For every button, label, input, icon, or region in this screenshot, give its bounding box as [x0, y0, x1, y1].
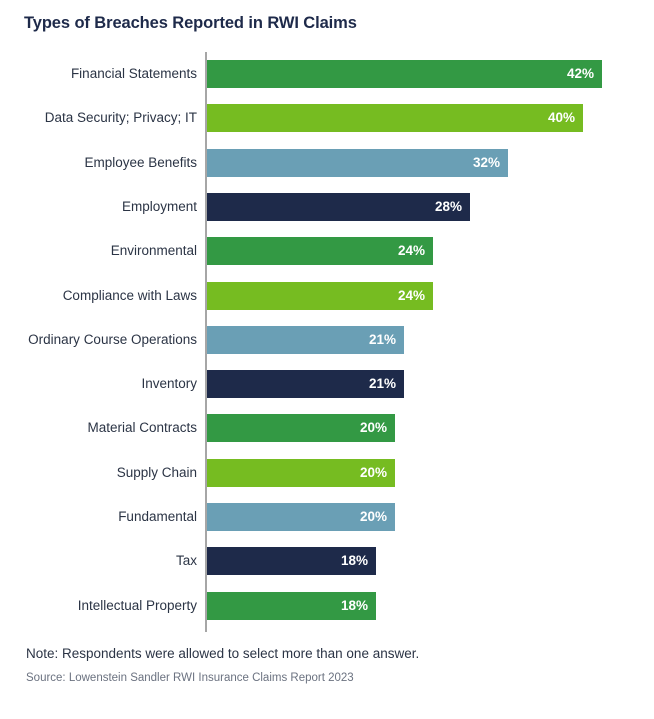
category-label: Material Contracts — [87, 420, 197, 436]
y-axis-line — [205, 52, 207, 632]
category-label: Environmental — [110, 243, 197, 259]
bar-row: Ordinary Course Operations 21% — [0, 325, 654, 354]
category-label: Intellectual Property — [77, 597, 197, 613]
category-label: Inventory — [141, 376, 197, 392]
bar-value-label: 40% — [547, 110, 575, 126]
bar-value-label: 32% — [472, 154, 500, 170]
bar-value-label: 28% — [434, 198, 462, 214]
category-label: Supply Chain — [116, 464, 197, 480]
category-label: Compliance with Laws — [62, 287, 197, 303]
category-label: Fundamental — [118, 509, 197, 524]
bar-row: Supply Chain 20% — [0, 458, 654, 487]
bar-value-label: 24% — [397, 243, 425, 259]
bar-value-label: 18% — [340, 553, 368, 569]
bar-row: Environmental 24% — [0, 237, 654, 266]
bar: 32% — [207, 148, 508, 177]
category-label: Data Security; Privacy; IT — [44, 110, 197, 126]
category-label: Employee Benefits — [84, 154, 197, 170]
bar-row: Employment 28% — [0, 192, 654, 221]
bar-value-label: 21% — [368, 376, 396, 392]
bar-value-label: 24% — [397, 287, 425, 303]
bar: 21% — [207, 370, 404, 399]
bar: 20% — [207, 503, 395, 531]
bar: 18% — [207, 591, 376, 620]
bar: 24% — [207, 281, 433, 310]
bar: 40% — [207, 104, 583, 133]
chart-title: Types of Breaches Reported in RWI Claims — [24, 14, 357, 32]
bar: 18% — [207, 547, 376, 576]
bar-value-label: 18% — [340, 597, 368, 613]
bar-row: Tax 18% — [0, 547, 654, 576]
category-label: Ordinary Course Operations — [28, 331, 197, 347]
bar: 42% — [207, 60, 602, 88]
bar-value-label: 20% — [359, 420, 387, 436]
bar: 21% — [207, 325, 404, 354]
bar-row: Inventory 21% — [0, 370, 654, 399]
bar: 20% — [207, 458, 395, 487]
bar-row: Material Contracts 20% — [0, 414, 654, 443]
bar-value-label: 20% — [359, 509, 387, 524]
chart-note: Note: Respondents were allowed to select… — [26, 646, 420, 661]
bar-row: Financial Statements 42% — [0, 60, 654, 88]
bar-value-label: 20% — [359, 464, 387, 480]
bar-row: Compliance with Laws 24% — [0, 281, 654, 310]
chart-source: Source: Lowenstein Sandler RWI Insurance… — [26, 672, 354, 684]
bar-value-label: 21% — [368, 331, 396, 347]
category-label: Tax — [175, 553, 197, 569]
bar: 28% — [207, 192, 470, 221]
category-label: Financial Statements — [70, 66, 197, 81]
bar-row: Data Security; Privacy; IT 40% — [0, 104, 654, 133]
bar-row: Fundamental 20% — [0, 503, 654, 531]
bar: 20% — [207, 414, 395, 443]
plot-area: Financial Statements 42% Data Security; Pr… — [0, 52, 654, 634]
category-label: Employment — [121, 198, 197, 214]
bar-value-label: 42% — [566, 66, 594, 81]
bar: 24% — [207, 237, 433, 266]
bar-row: Intellectual Property 18% — [0, 591, 654, 620]
bar-row: Employee Benefits 32% — [0, 148, 654, 177]
